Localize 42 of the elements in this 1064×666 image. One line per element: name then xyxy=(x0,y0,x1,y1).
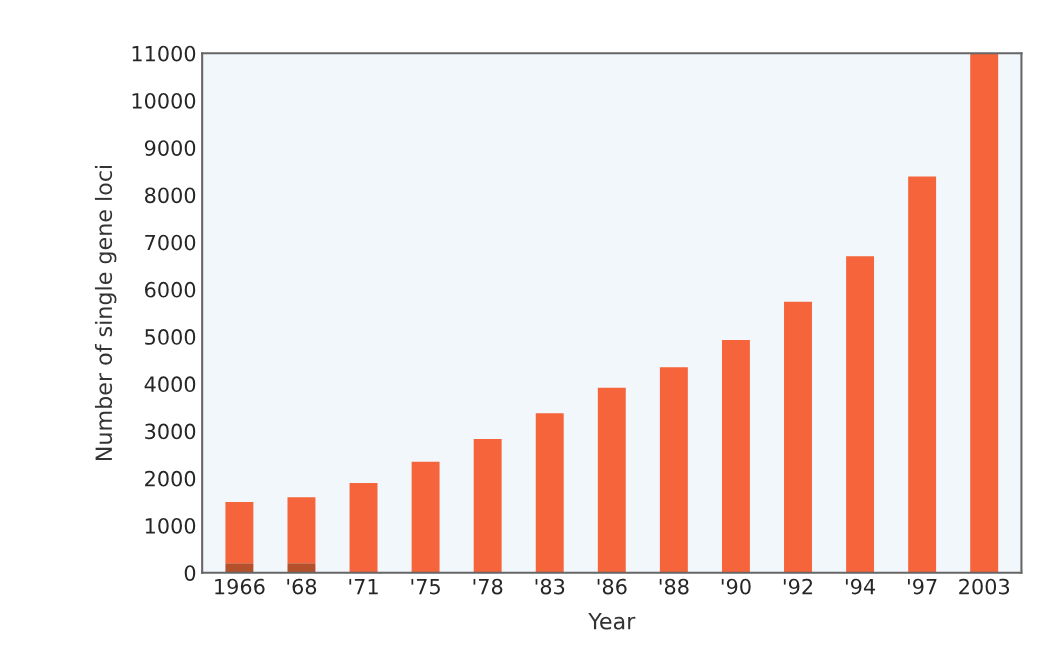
x-tick-label: '68 xyxy=(287,578,317,595)
x-tick-label: '97 xyxy=(908,578,937,595)
y-tick-label: 11000 xyxy=(132,45,196,62)
bar xyxy=(225,563,254,573)
y-tick-label: 1000 xyxy=(145,517,196,534)
x-tick-label: '94 xyxy=(845,578,876,595)
x-tick-label: '71 xyxy=(349,578,378,595)
bar xyxy=(411,461,440,573)
bar xyxy=(597,387,626,573)
x-tick-label: '83 xyxy=(535,578,565,595)
bar xyxy=(287,497,316,564)
bar xyxy=(535,413,564,573)
bar xyxy=(349,483,378,573)
y-tick-label: 0 xyxy=(184,565,196,581)
y-tick-label: 9000 xyxy=(144,140,196,156)
y-tick-label: 3000 xyxy=(145,423,196,440)
x-tick-label: '78 xyxy=(473,578,503,595)
y-tick-label: 5000 xyxy=(145,329,196,345)
bar xyxy=(473,439,502,573)
y-tick-label: 4000 xyxy=(144,376,196,393)
x-tick-label: '90 xyxy=(721,578,751,595)
bar xyxy=(659,367,688,573)
x-tick-label: 2003 xyxy=(959,578,1010,595)
x-tick-label: '86 xyxy=(597,578,627,595)
bar xyxy=(970,53,999,573)
bar xyxy=(784,301,812,573)
x-tick-label: 1966 xyxy=(215,578,265,595)
y-tick-label: 6000 xyxy=(145,281,196,298)
y-tick-label: 2000 xyxy=(145,470,196,487)
x-tick-label: '75 xyxy=(411,578,440,595)
y-tick-label: 7000 xyxy=(145,234,196,251)
bar xyxy=(908,176,937,573)
x-tick-label: '88 xyxy=(659,578,689,595)
bar xyxy=(225,501,254,564)
bar xyxy=(287,563,316,573)
x-tick-label: '92 xyxy=(783,578,813,595)
y-axis-title: Number of single gene loci xyxy=(94,165,117,461)
y-tick-label: 10000 xyxy=(132,92,196,109)
bar xyxy=(721,339,750,573)
x-axis-title: Year xyxy=(588,613,636,630)
bar xyxy=(846,256,875,573)
y-tick-label: 8000 xyxy=(145,187,196,204)
